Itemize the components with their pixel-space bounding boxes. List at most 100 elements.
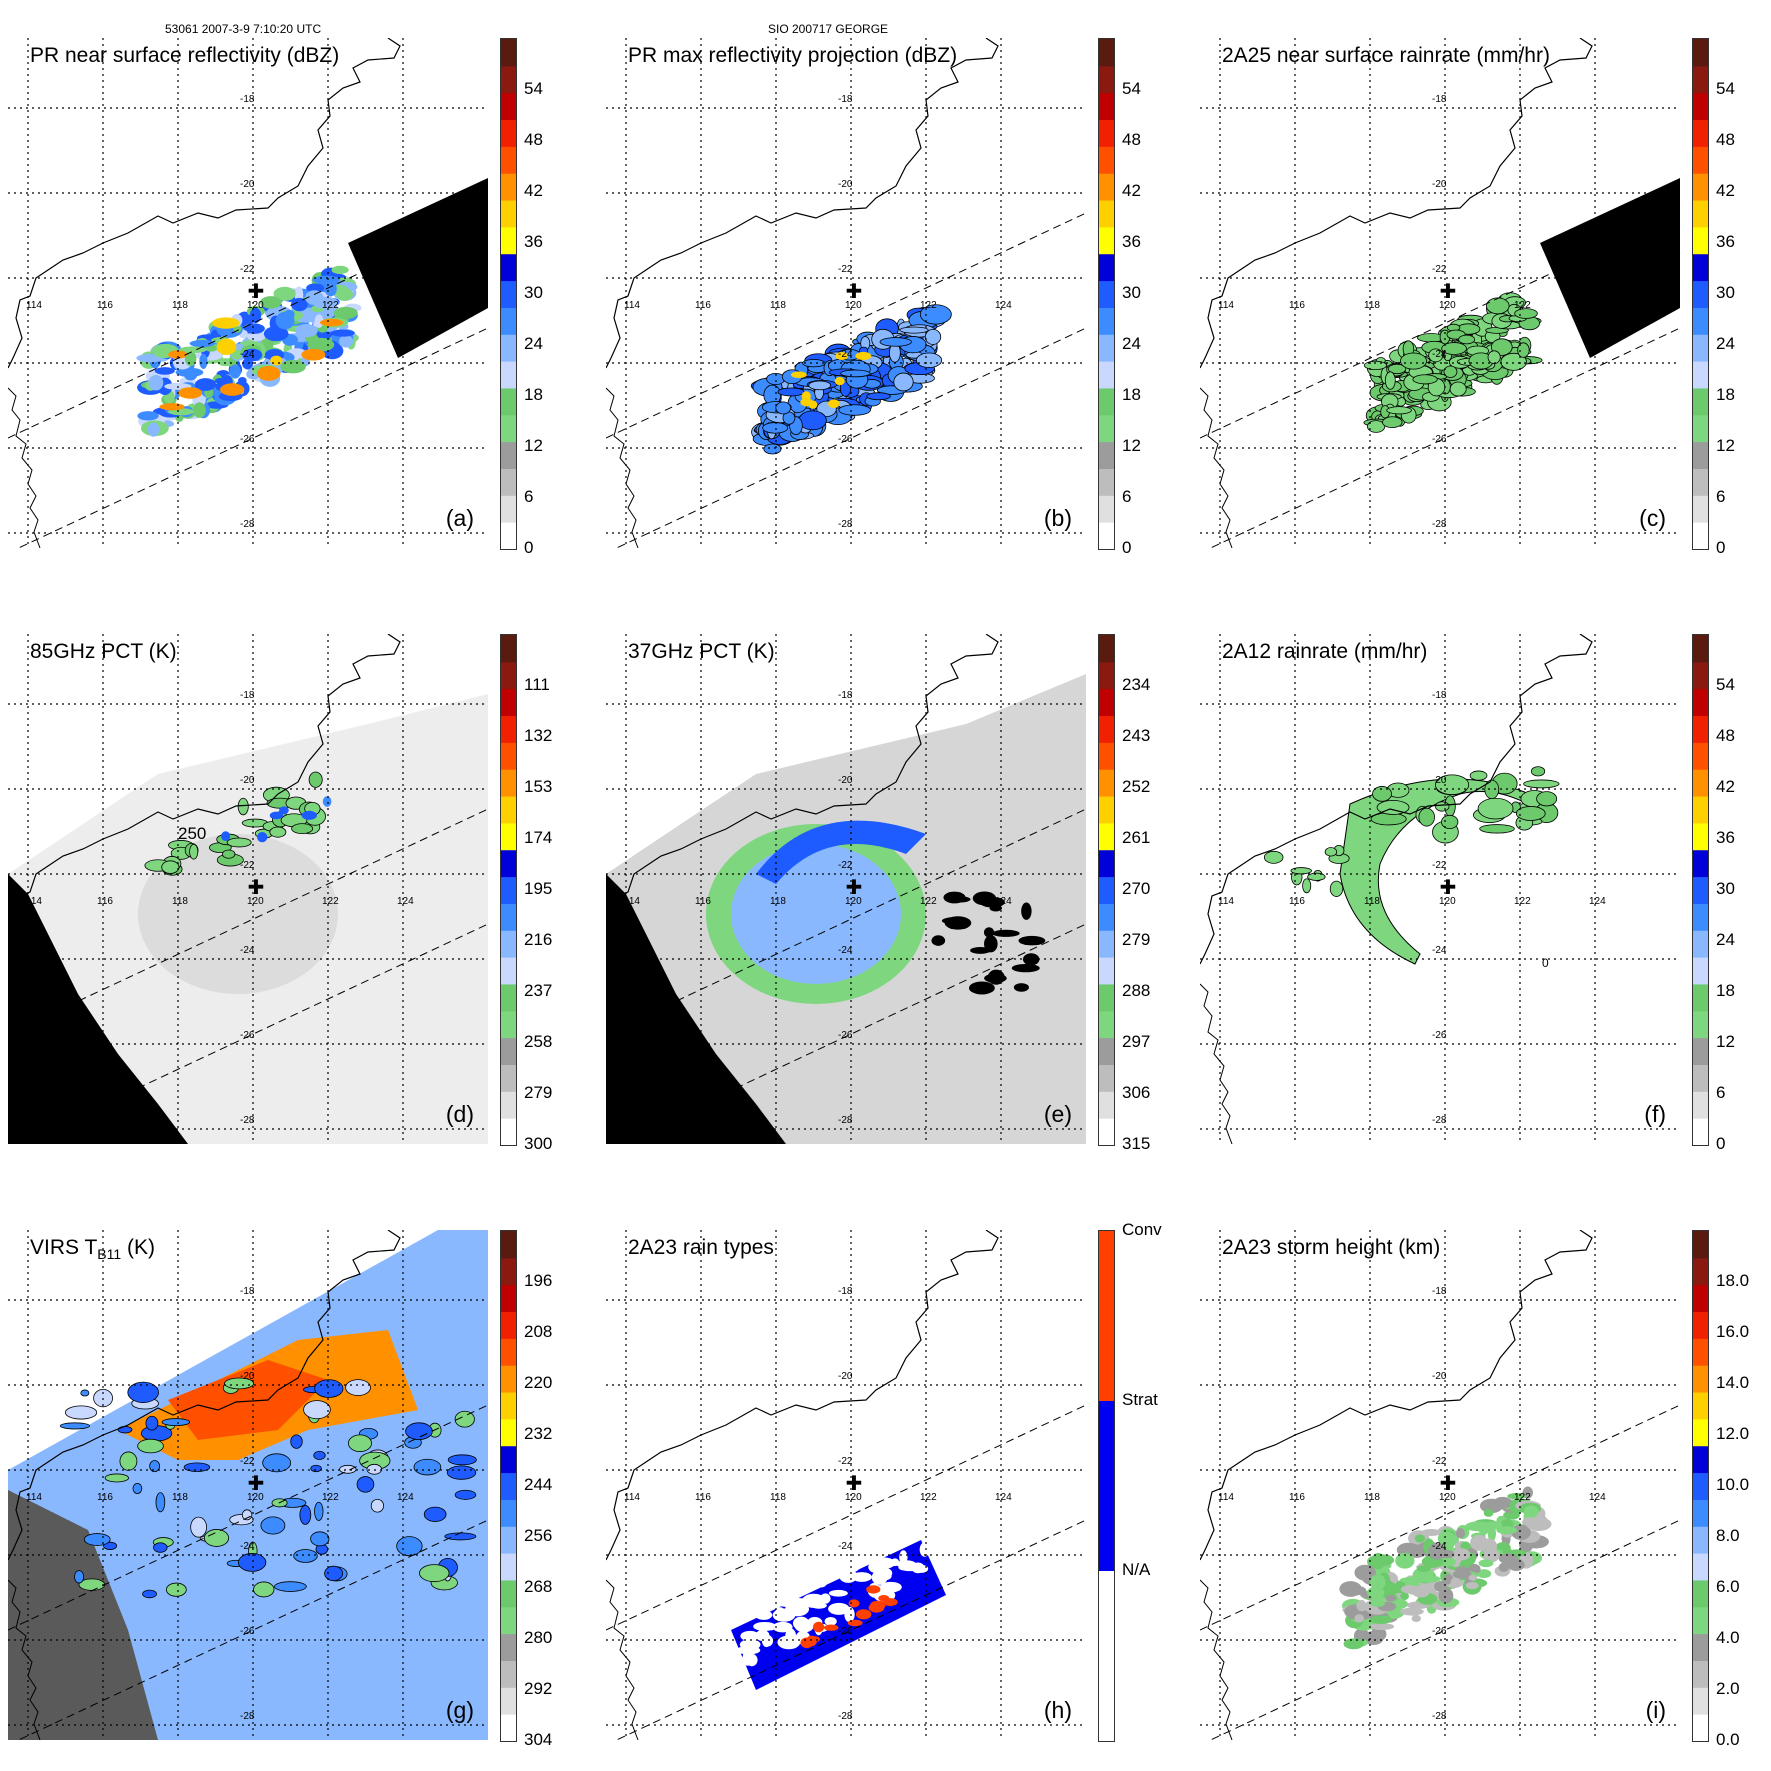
panel-letter: (g) [445, 1697, 474, 1723]
lat-label: -28 [838, 1711, 853, 1722]
lat-label: -18 [1432, 690, 1447, 701]
lat-label: -22 [240, 1456, 255, 1467]
colorbar-tick-label: 30 [1716, 283, 1735, 302]
lat-label: -22 [1432, 860, 1447, 871]
colorbar-tick-label: 300 [524, 1134, 553, 1153]
lat-label: -24 [838, 945, 853, 956]
map-canvas: ✚ [606, 1230, 1086, 1740]
colorbar-tick-label: 24 [1716, 930, 1735, 949]
storm-center-icon: ✚ [248, 875, 265, 899]
lon-label: 122 [920, 1492, 937, 1503]
colorbar-tick-label: 54 [1716, 79, 1735, 98]
colorbar-tick-label: 48 [1716, 726, 1735, 745]
lon-label: 116 [1289, 896, 1305, 907]
data-field [136, 178, 488, 443]
lat-label: -26 [838, 1626, 853, 1637]
colorbar-tick-label: 196 [524, 1271, 553, 1290]
lon-label: 114 [624, 1492, 640, 1503]
lon-label: 118 [770, 896, 786, 907]
lat-label: -28 [838, 519, 853, 530]
lon-label: 114 [1218, 1492, 1234, 1503]
lon-label: 120 [247, 896, 264, 907]
lon-label: 118 [172, 1492, 188, 1503]
colorbar-tick-label: 12 [1716, 1032, 1735, 1051]
panel-c: ✚ -18 -20 -22 -24 -26 -28 114 116 118 120 122 124 2A2… [1200, 38, 1771, 557]
colorbar-tick-label: 18 [1716, 385, 1735, 404]
colorbar-tick-label: 48 [1122, 130, 1141, 149]
lon-label: 122 [1514, 300, 1531, 311]
colorbar-tick-label: 232 [524, 1424, 553, 1443]
lon-label: 124 [995, 300, 1012, 311]
lat-label: -22 [838, 1456, 853, 1467]
storm-center-icon: ✚ [846, 279, 863, 303]
map-h: ✚ -18 -20 -22 -24 -26 -28 114 116 118 120 122 124 2A2… [606, 1230, 1086, 1740]
colorbar-tick-label: 18 [1716, 981, 1735, 1000]
colorbar-tick-label: 54 [1122, 79, 1141, 98]
map-a: ✚ -18 -20 -22 -24 -26 -28 114 116 118 120 122 124 PR … [8, 38, 488, 548]
map-d: ✚ -18 -20 -22 -24 -26 -28 114 116 118 120 122 124 85G… [8, 634, 488, 1144]
lon-label: 124 [995, 1492, 1012, 1503]
colorbar-tick-label: 279 [524, 1083, 553, 1102]
lon-label: 114 [1218, 896, 1234, 907]
colorbar-tick-label: 195 [524, 879, 553, 898]
colorbar-tick-label: 12 [524, 436, 543, 455]
colorbar-tick-label: 237 [524, 981, 553, 1000]
colorbar-tick-label: 42 [1716, 181, 1735, 200]
storm-center-icon: ✚ [248, 1471, 265, 1495]
title-main: VIRS T [30, 1236, 98, 1259]
storm-center-icon: ✚ [1440, 279, 1457, 303]
header-center: SIO 200717 GEORGE [768, 22, 889, 36]
colorbar-tick-label: 243 [1122, 726, 1151, 745]
lat-label: -20 [1432, 1371, 1447, 1382]
lon-label: 118 [172, 896, 188, 907]
lat-label: -28 [1432, 519, 1447, 530]
panel-a: ✚ -18 -20 -22 -24 -26 -28 114 116 118 120 122 124 PR … [8, 38, 578, 557]
colorbar-tick-label: 252 [1122, 777, 1151, 796]
colorbar-tick-label: Strat [1122, 1390, 1158, 1409]
lat-label: -20 [1432, 775, 1447, 786]
colorbar-tick-label: 54 [524, 79, 543, 98]
colorbar-tick-label: 8.0 [1716, 1526, 1740, 1545]
contour-label: 0 [1542, 956, 1549, 970]
lat-label: -28 [1432, 1711, 1447, 1722]
lat-label: -18 [838, 94, 853, 105]
lat-label: -26 [1432, 434, 1447, 445]
data-field [1363, 178, 1680, 433]
map-c: ✚ -18 -20 -22 -24 -26 -28 114 116 118 120 122 124 2A2… [1200, 38, 1680, 548]
lon-label: 122 [322, 1492, 339, 1503]
lon-label: 116 [1289, 1492, 1305, 1503]
colorbar-tick-label: 12 [1716, 436, 1735, 455]
map-canvas: ✚ [606, 38, 1086, 548]
lat-label: -24 [240, 1541, 255, 1552]
colorbar-ticks: 54 48 42 36 30 24 18 12 6 0 [1716, 38, 1771, 557]
colorbar [1692, 634, 1709, 1146]
colorbar-tick-label: 16.0 [1716, 1322, 1750, 1341]
colorbar-ticks: 234 243 252 261 270 279 288 297 306 315 [1122, 634, 1182, 1153]
colorbar-ticks: 111 132 153 174 195 216 237 258 279 300 [524, 634, 584, 1153]
lon-label: 124 [397, 1492, 414, 1503]
lon-label: 116 [97, 300, 113, 311]
colorbar-ticks: 196 208 220 232 244 256 268 280 292 304 [524, 1230, 584, 1749]
colorbar-tick-label: 36 [524, 232, 543, 251]
lon-label: 124 [995, 896, 1012, 907]
colorbar-ticks: 54 48 42 36 30 24 18 12 6 0 [1122, 38, 1182, 557]
colorbar-tick-label: 42 [1122, 181, 1141, 200]
colorbar-tick-label: 256 [524, 1526, 553, 1545]
map-canvas: ✚ [8, 1230, 488, 1740]
panel-h: ✚ -18 -20 -22 -24 -26 -28 114 116 118 120 122 124 2A2… [606, 1220, 1176, 1742]
panel-d: ✚ -18 -20 -22 -24 -26 -28 114 116 118 120 122 124 85G… [8, 634, 578, 1153]
lon-label: 114 [1218, 300, 1234, 311]
lon-label: 120 [845, 300, 862, 311]
data-field [1263, 766, 1560, 965]
lon-label: 120 [1439, 896, 1456, 907]
lon-label: 116 [97, 896, 113, 907]
colorbar-tick-label: 111 [524, 675, 550, 694]
lon-label: 120 [1439, 1492, 1456, 1503]
lon-label: 122 [322, 300, 339, 311]
lon-label: 122 [322, 896, 339, 907]
panel-title: 85GHz PCT (K) [30, 640, 177, 663]
colorbar-tick-label: 0 [1716, 538, 1726, 557]
panel-letter: (f) [1644, 1101, 1666, 1127]
colorbar-tick-label: 6 [1716, 1083, 1726, 1102]
colorbar-tick-label: 42 [1716, 777, 1735, 796]
